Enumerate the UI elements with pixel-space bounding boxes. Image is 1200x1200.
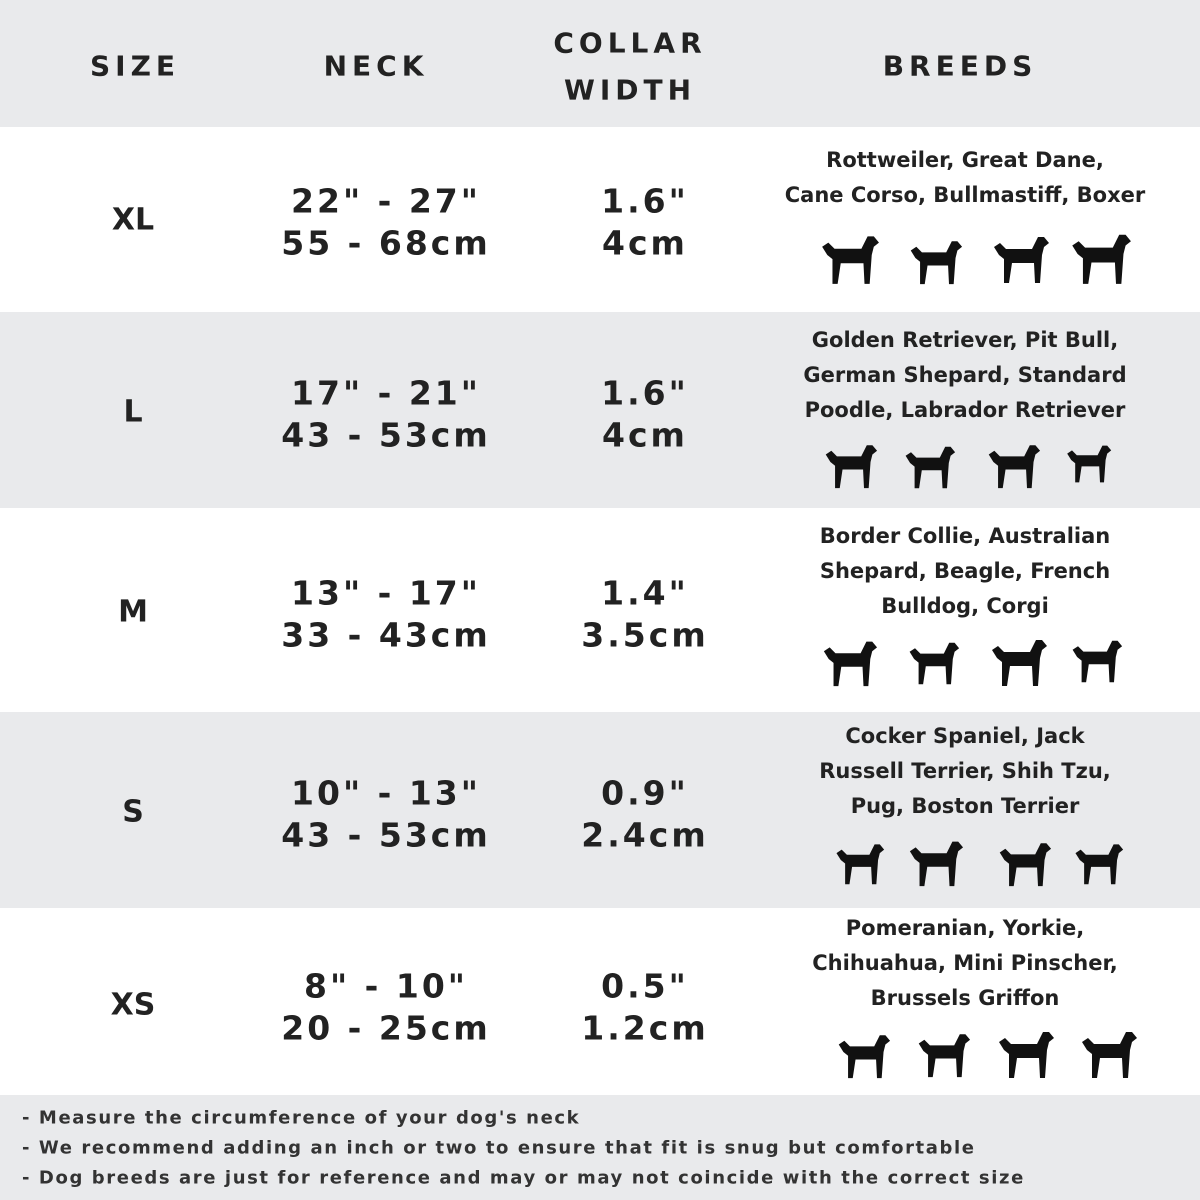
size-label: L <box>123 394 143 430</box>
collar-width: 3.5cm <box>581 615 709 655</box>
neck-range: 22" - 27" <box>291 181 481 221</box>
collar-width: 4cm <box>602 415 688 455</box>
header-neck: NECK <box>323 49 429 83</box>
breeds-text: Cocker Spaniel, Jack <box>845 724 1085 748</box>
breeds-text: Border Collie, Australian <box>819 524 1111 548</box>
header-size: SIZE <box>89 49 181 83</box>
neck-range: 8" - 10" <box>304 966 468 1006</box>
breeds-text: Poodle, Labrador Retriever <box>804 398 1126 422</box>
neck-range: 17" - 21" <box>291 373 481 413</box>
neck-range: 13" - 17" <box>291 573 481 613</box>
collar-width: 0.9" <box>601 773 689 813</box>
header-breeds: BREEDS <box>882 49 1038 83</box>
collar-width: 2.4cm <box>581 815 709 855</box>
neck-range: 43 - 53cm <box>281 815 491 855</box>
breeds-text: Chihuahua, Mini Pinscher, <box>812 951 1118 975</box>
header-band <box>0 0 1200 127</box>
collar-width: 1.2cm <box>581 1008 709 1048</box>
collar-width: 1.4" <box>601 573 689 613</box>
collar-width: 1.6" <box>601 373 689 413</box>
size-label: M <box>118 594 148 630</box>
breeds-text: German Shepard, Standard <box>803 363 1127 387</box>
dog-icons <box>836 841 1124 887</box>
neck-range: 33 - 43cm <box>281 615 491 655</box>
dog-icons <box>822 234 1131 285</box>
row-band <box>0 712 1200 908</box>
size-label: XL <box>111 202 155 238</box>
breeds-text: Pomeranian, Yorkie, <box>845 916 1085 940</box>
breeds-text: Golden Retriever, Pit Bull, <box>811 328 1119 352</box>
collar-width: 4cm <box>602 223 688 263</box>
dog-icons <box>823 640 1123 687</box>
breeds-text: Brussels Griffon <box>870 986 1060 1010</box>
neck-range: 20 - 25cm <box>281 1008 491 1048</box>
size-label: XS <box>110 987 156 1023</box>
header-collar: WIDTH <box>563 73 697 107</box>
breeds-text: Cane Corso, Bullmastiff, Boxer <box>784 183 1146 207</box>
dog-icons <box>838 1032 1137 1079</box>
note: - Dog breeds are just for reference and … <box>22 1167 1025 1189</box>
breeds-text: Rottweiler, Great Dane, <box>826 148 1104 172</box>
dog-icons <box>825 445 1112 489</box>
neck-range: 43 - 53cm <box>281 415 491 455</box>
breeds-text: Russell Terrier, Shih Tzu, <box>819 759 1111 783</box>
size-label: S <box>122 794 144 830</box>
neck-range: 55 - 68cm <box>281 223 491 263</box>
breeds-text: Pug, Boston Terrier <box>850 794 1080 818</box>
note: - Measure the circumference of your dog'… <box>22 1107 581 1129</box>
header-collar: COLLAR <box>553 26 707 60</box>
collar-width: 1.6" <box>601 181 689 221</box>
neck-range: 10" - 13" <box>291 773 481 813</box>
collar-width: 0.5" <box>601 966 689 1006</box>
breeds-text: Shepard, Beagle, French <box>819 559 1111 583</box>
notes-band <box>0 1095 1200 1200</box>
note: - We recommend adding an inch or two to … <box>22 1137 976 1159</box>
breeds-text: Bulldog, Corgi <box>881 594 1049 618</box>
